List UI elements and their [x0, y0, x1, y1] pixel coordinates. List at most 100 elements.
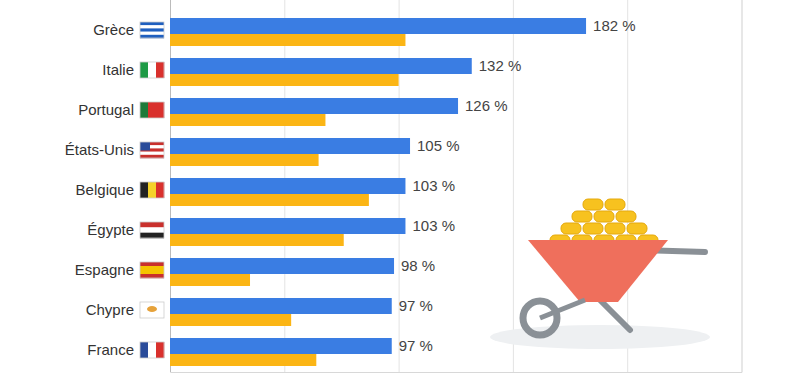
flag-part: [140, 302, 164, 318]
grid-line: [742, 0, 743, 372]
flag-part: [147, 306, 157, 312]
bar: [170, 58, 472, 74]
bars: [170, 18, 586, 366]
axis-line: [171, 0, 743, 373]
category-label: Grèce: [93, 21, 134, 38]
bar: [170, 258, 394, 274]
flag-border: [140, 182, 164, 198]
flag-part: [140, 28, 164, 32]
flag: [140, 102, 164, 118]
category-label: Italie: [102, 61, 134, 78]
category-label: Égypte: [87, 221, 134, 238]
flag-part: [148, 102, 156, 118]
flag-part: [140, 233, 164, 239]
bar: [170, 74, 399, 86]
flag-part: [140, 270, 164, 274]
flag-part: [140, 32, 164, 35]
category-label: Portugal: [78, 101, 134, 118]
bar: [170, 234, 344, 246]
flag: [140, 342, 164, 358]
flag-border: [140, 142, 164, 158]
flag-part: [140, 22, 164, 26]
flag-part: [140, 25, 164, 29]
coin: [616, 211, 636, 222]
bar: [170, 18, 586, 34]
flag: [140, 62, 164, 78]
coin: [561, 223, 581, 234]
flag-part: [140, 342, 148, 358]
flag-part: [140, 266, 164, 270]
flag-part: [140, 142, 150, 151]
coin: [583, 223, 603, 234]
flag-border: [140, 262, 164, 278]
flag-part: [140, 182, 148, 198]
flag-border: [140, 102, 164, 118]
bar: [170, 138, 410, 154]
flag: [140, 222, 164, 238]
category-label: Chypre: [86, 301, 134, 318]
coin: [605, 223, 625, 234]
data-label: 97 %: [399, 337, 433, 354]
flag-part: [140, 222, 164, 228]
illustration: [490, 199, 710, 349]
data-label: 98 %: [401, 257, 435, 274]
flag-part: [148, 342, 156, 358]
bar: [170, 194, 369, 206]
grid-line: [627, 0, 628, 372]
flag: [140, 302, 164, 318]
flag-border: [140, 302, 164, 318]
bar: [170, 314, 291, 326]
bar: [170, 354, 316, 366]
coin: [572, 211, 592, 222]
grid-line: [513, 0, 514, 372]
tick: [627, 0, 628, 372]
data-label: 132 %: [479, 57, 522, 74]
data-label: 97 %: [399, 297, 433, 314]
category-label: Belgique: [76, 181, 134, 198]
bar: [170, 114, 325, 126]
flag-part: [140, 102, 148, 118]
flag-part: [156, 342, 164, 358]
category-labels: Grèce Italie Portugal États-Unis Belgique Égy…: [65, 21, 134, 358]
x-axis: [171, 0, 743, 373]
flag: [140, 142, 164, 158]
data-label: 105 %: [417, 137, 460, 154]
coin: [605, 199, 625, 210]
bar: [170, 338, 392, 354]
flag: [140, 22, 164, 38]
axle: [540, 300, 585, 318]
bar: [170, 298, 392, 314]
flag-part: [148, 62, 156, 78]
flag-part: [148, 182, 156, 198]
flag-border: [140, 222, 164, 238]
flag-border: [140, 22, 164, 38]
flag-part: [156, 62, 164, 78]
category-label: France: [87, 341, 134, 358]
flag-border: [140, 62, 164, 78]
data-label: 126 %: [465, 97, 508, 114]
bar: [170, 178, 405, 194]
coin: [594, 211, 614, 222]
bar: [170, 274, 250, 286]
coin: [627, 223, 647, 234]
chart: 182 % 132 % 126 % 105 % 103 % 103 % 98 % 97 % 97…: [0, 0, 795, 385]
flag-part: [140, 152, 164, 156]
bar: [170, 154, 319, 166]
tick: [513, 0, 514, 372]
flags: [140, 22, 164, 358]
flag-part: [156, 102, 164, 118]
category-label: Espagne: [75, 261, 134, 278]
bar: [170, 98, 458, 114]
flag-part: [156, 182, 164, 198]
flag-part: [140, 62, 148, 78]
flag: [140, 182, 164, 198]
data-label: 103 %: [412, 217, 455, 234]
data-label: 103 %: [412, 177, 455, 194]
category-label: États-Unis: [65, 141, 134, 158]
bar: [170, 218, 405, 234]
data-label: 182 %: [593, 17, 636, 34]
bar: [170, 34, 405, 46]
flag-part: [140, 262, 164, 266]
coin: [583, 199, 603, 210]
flag-part: [140, 227, 164, 233]
